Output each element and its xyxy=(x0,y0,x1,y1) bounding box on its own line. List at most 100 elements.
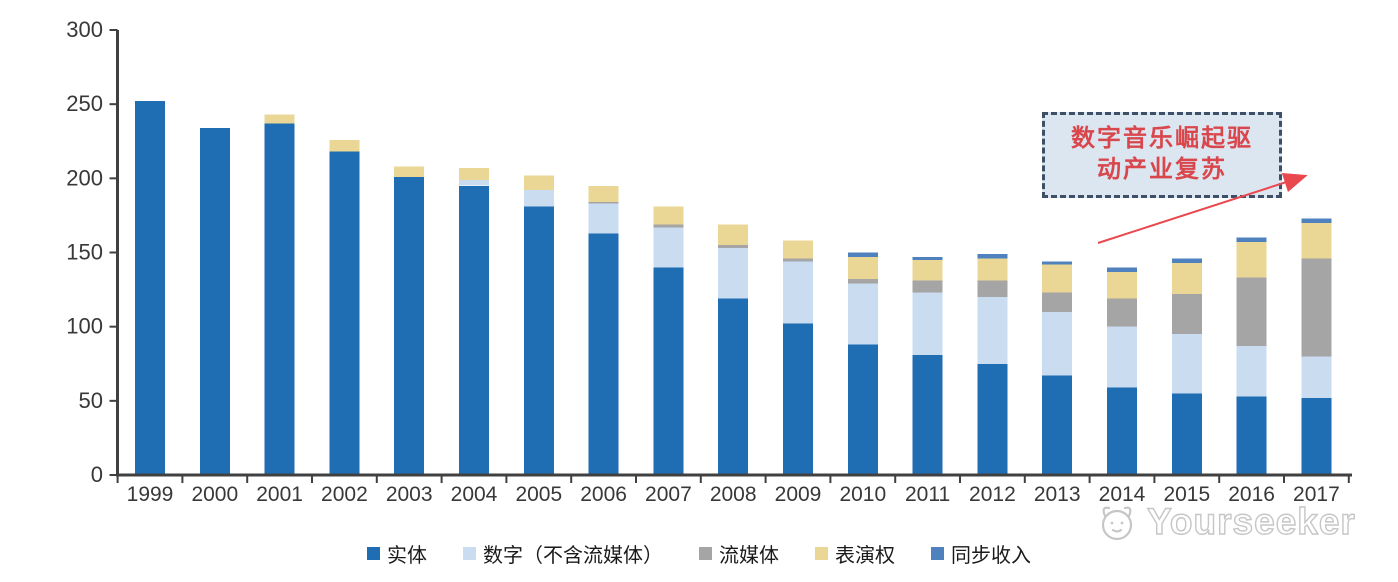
x-tick-label: 2015 xyxy=(1163,483,1210,506)
bar-segment-2010 xyxy=(847,256,878,280)
bar-segment-2006 xyxy=(588,202,619,204)
bar-segment-2007 xyxy=(653,267,684,475)
legend-label: 数字（不含流媒体） xyxy=(483,545,663,567)
legend-swatch xyxy=(463,547,476,560)
legend-label: 流媒体 xyxy=(719,545,779,567)
x-tick-label: 2012 xyxy=(969,483,1016,506)
bar-segment-2007 xyxy=(653,224,684,228)
bar-segment-2008 xyxy=(718,298,749,475)
bar-segment-2002 xyxy=(329,139,360,152)
bar-segment-2009 xyxy=(783,240,813,259)
x-tick-label: 2017 xyxy=(1293,483,1340,506)
bar-segment-2005 xyxy=(523,190,554,207)
x-tick-label: 2000 xyxy=(191,483,238,506)
bar-segment-2014 xyxy=(1107,267,1137,272)
y-tick-label: 0 xyxy=(91,462,103,487)
bar-segment-2015 xyxy=(1171,393,1202,475)
x-tick-label: 2003 xyxy=(386,483,433,506)
bar-segment-2003 xyxy=(394,166,425,177)
bar-segment-2012 xyxy=(977,280,1008,297)
bar-segment-2012 xyxy=(977,254,1008,259)
x-tick-label: 2011 xyxy=(905,483,950,506)
bar-segment-2014 xyxy=(1107,387,1137,475)
bar-segment-2017 xyxy=(1301,222,1332,259)
bar-segment-2005 xyxy=(523,175,554,191)
bar-segment-2009 xyxy=(783,323,813,475)
x-tick-label: 2005 xyxy=(515,483,562,506)
bar-segment-2002 xyxy=(329,151,360,475)
bar-segment-2010 xyxy=(847,344,878,475)
legend-item-0: 实体 xyxy=(367,539,427,568)
bar-segment-2016 xyxy=(1236,242,1267,278)
bar-segment-1999 xyxy=(135,101,165,475)
bar-segment-2000 xyxy=(199,127,230,476)
bar-segment-2012 xyxy=(977,258,1008,281)
x-tick-label: 2014 xyxy=(1099,483,1146,506)
bar-segment-2016 xyxy=(1236,237,1267,243)
annotation-text-line1: 数字音乐崛起驱 xyxy=(1071,125,1253,152)
legend-item-1: 数字（不含流媒体） xyxy=(463,539,663,568)
x-tick-label: 2016 xyxy=(1228,483,1275,506)
bar-segment-2017 xyxy=(1301,218,1332,223)
bar-segment-2009 xyxy=(783,258,813,262)
bar-segment-2017 xyxy=(1301,356,1332,398)
bar-segment-2008 xyxy=(718,248,749,299)
bar-segment-2011 xyxy=(912,354,943,476)
legend-label: 实体 xyxy=(387,545,427,567)
x-tick-label: 2001 xyxy=(256,483,303,506)
bar-segment-2013 xyxy=(1042,261,1073,265)
bar-segment-2011 xyxy=(912,256,943,260)
bar-segment-2001 xyxy=(264,123,295,476)
x-tick-label: 2007 xyxy=(645,483,692,506)
legend-swatch xyxy=(699,547,712,560)
bar-segment-2012 xyxy=(977,363,1008,476)
bar-segment-2007 xyxy=(653,227,684,268)
bar-segment-2016 xyxy=(1236,345,1267,397)
y-tick-label: 100 xyxy=(66,314,103,339)
bar-segment-2013 xyxy=(1042,375,1073,475)
bar-segment-2012 xyxy=(977,297,1008,364)
bar-segment-2016 xyxy=(1236,396,1267,475)
bar-segment-2013 xyxy=(1042,311,1073,376)
bar-segment-2013 xyxy=(1042,264,1073,293)
bar-segment-2015 xyxy=(1171,262,1202,295)
bar-segment-2009 xyxy=(783,261,813,324)
bar-segment-2004 xyxy=(459,185,489,476)
annotation-arrow-line xyxy=(1097,173,1308,244)
bar-segment-2011 xyxy=(912,259,943,281)
x-tick-label: 2010 xyxy=(839,483,886,506)
bar-segment-2006 xyxy=(588,185,619,203)
bar-segment-2011 xyxy=(912,280,943,293)
bar-segment-2014 xyxy=(1107,271,1137,299)
bar-segment-2014 xyxy=(1107,326,1137,388)
bar-segment-2004 xyxy=(459,179,489,186)
bar-segment-2015 xyxy=(1171,258,1202,263)
x-tick-label: 2008 xyxy=(710,483,757,506)
bar-segment-2014 xyxy=(1107,298,1137,327)
bar-segment-2008 xyxy=(718,224,749,246)
legend-item-2: 流媒体 xyxy=(699,539,779,568)
legend-label: 表演权 xyxy=(835,545,895,567)
bar-segment-2010 xyxy=(847,283,878,345)
y-tick-label: 50 xyxy=(79,388,103,413)
bar-segment-2001 xyxy=(264,114,295,124)
annotation-arrow xyxy=(1097,173,1308,244)
y-tick-label: 200 xyxy=(66,165,103,190)
legend-swatch xyxy=(931,547,944,560)
bar-segment-2016 xyxy=(1236,277,1267,346)
bar-segment-2011 xyxy=(912,292,943,355)
y-tick-label: 250 xyxy=(66,91,103,116)
bar-segment-2005 xyxy=(523,206,554,475)
legend-label: 同步收入 xyxy=(951,545,1031,567)
bar-segment-2017 xyxy=(1301,258,1332,357)
legend-item-4: 同步收入 xyxy=(931,539,1031,568)
annotation-text-line2: 动产业复苏 xyxy=(1097,157,1227,183)
bar-segment-2010 xyxy=(847,252,878,257)
y-tick-label: 300 xyxy=(66,17,103,42)
bar-segment-2003 xyxy=(394,176,425,476)
chart-legend: 实体 数字（不含流媒体） 流媒体 表演权 同步收入 xyxy=(0,539,1398,568)
x-tick-label: 2004 xyxy=(451,483,498,506)
legend-swatch xyxy=(367,547,380,560)
x-tick-label: 2002 xyxy=(321,483,368,506)
